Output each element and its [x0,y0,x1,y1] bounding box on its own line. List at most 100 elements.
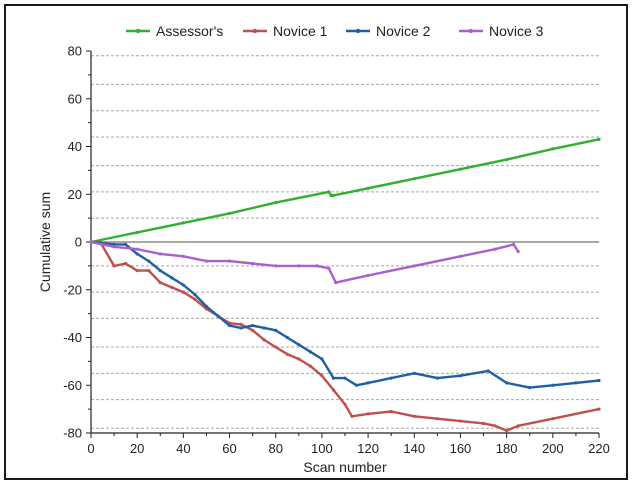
data-point-novice-1 [112,264,116,268]
data-point-assessor-s [597,137,601,141]
x-tick-label: 120 [357,441,379,456]
legend-item-novice-3: Novice 3 [459,23,544,39]
series-lines [89,137,601,433]
x-axis-label: Scan number [303,459,387,475]
data-point-novice-2 [251,323,255,328]
data-point-novice-3 [251,261,255,266]
x-tick-label: 200 [542,441,564,456]
data-point-novice-3 [315,264,319,268]
data-point-novice-2 [227,323,232,328]
data-point-novice-2 [331,376,336,380]
data-point-novice-2 [354,383,359,387]
x-tick-label: 140 [403,441,425,456]
data-point-assessor-s [329,193,333,198]
data-point-novice-2 [297,343,301,347]
x-tick-label: 20 [130,441,144,456]
legend: Assessor's Novice 1 Novice 2 Novice 3 [126,23,544,39]
data-point-assessor-s [135,230,139,235]
data-point-novice-2 [505,381,509,385]
y-tick-label: 40 [68,139,82,154]
data-point-novice-1 [435,417,439,421]
data-point-novice-2 [274,328,278,332]
y-tick-label: -60 [63,378,82,393]
data-point-novice-2 [458,374,463,378]
y-tick-label: 0 [75,235,82,250]
data-point-novice-3 [334,280,338,285]
data-point-novice-2 [193,292,197,297]
legend-item-novice-2: Novice 2 [346,23,431,39]
data-point-novice-2 [181,283,185,287]
data-point-assessor-s [327,190,331,194]
data-point-novice-3 [511,242,516,246]
data-point-novice-2 [435,376,439,380]
data-point-novice-1 [366,412,370,416]
data-point-assessor-s [551,147,555,151]
data-point-novice-2 [412,371,416,375]
data-point-novice-2 [262,326,266,330]
data-point-novice-3 [297,264,301,268]
data-point-novice-2 [285,335,289,340]
data-point-novice-1 [493,424,497,428]
x-tick-label: 60 [222,441,236,456]
axes: -80 -60 -40 -20 0 20 40 60 80 0 20 40 60 80 100 120 140 1… [63,44,610,457]
x-tick-label: 0 [87,441,94,456]
data-point-novice-1 [262,338,266,342]
data-point-novice-2 [551,383,555,387]
data-point-novice-1 [147,269,151,273]
series-line-assessor-s [89,138,601,244]
data-point-novice-2 [389,376,393,380]
data-point-assessor-s [274,201,278,205]
data-point-novice-3 [227,259,232,263]
data-point-novice-1 [274,345,278,349]
x-tick-label: 180 [496,441,518,456]
data-point-assessor-s [458,167,463,171]
data-point-assessor-s [331,193,336,198]
data-point-novice-1 [308,364,312,368]
data-point-novice-1 [350,414,354,418]
y-tick-label: 60 [68,91,82,106]
data-point-novice-2 [308,350,312,354]
data-point-novice-3 [412,264,416,268]
legend-marker [135,28,141,34]
data-point-novice-1 [597,407,601,411]
legend-marker [252,28,258,34]
series-line-novice-1 [89,240,601,432]
data-point-assessor-s [505,158,509,162]
grid-lines [91,55,599,429]
legend-marker [468,28,474,34]
data-point-novice-2 [528,386,532,390]
data-point-novice-1 [412,414,416,418]
y-tick-label: -80 [63,426,82,441]
data-point-novice-3 [100,242,105,246]
data-point-novice-2 [320,357,324,361]
data-point-novice-3 [274,264,278,268]
y-tick-label: 20 [68,187,82,202]
legend-label: Novice 1 [273,23,328,39]
data-point-novice-1 [331,388,336,392]
data-point-novice-1 [320,374,324,378]
data-point-novice-2 [147,259,151,263]
legend-marker [355,28,361,34]
data-point-assessor-s [181,221,185,225]
data-point-novice-1 [481,421,486,426]
data-point-novice-1 [343,402,347,406]
x-tick-label: 40 [176,441,190,456]
series-line-novice-3 [89,240,520,284]
data-point-novice-1 [389,409,393,414]
data-point-novice-1 [193,297,197,301]
data-point-novice-3 [112,245,116,249]
data-point-novice-2 [486,369,490,373]
data-point-novice-2 [239,326,243,330]
data-point-novice-3 [458,254,463,258]
data-point-novice-1 [170,285,174,289]
y-axis-label: Cumulative sum [37,192,53,292]
data-point-novice-1 [124,261,128,266]
x-tick-label: 220 [588,441,610,456]
data-point-novice-2 [204,304,209,309]
data-point-novice-3 [516,249,520,254]
data-point-novice-1 [135,269,139,273]
data-point-novice-2 [597,378,601,383]
data-point-assessor-s [412,177,416,181]
data-point-novice-2 [135,252,139,256]
